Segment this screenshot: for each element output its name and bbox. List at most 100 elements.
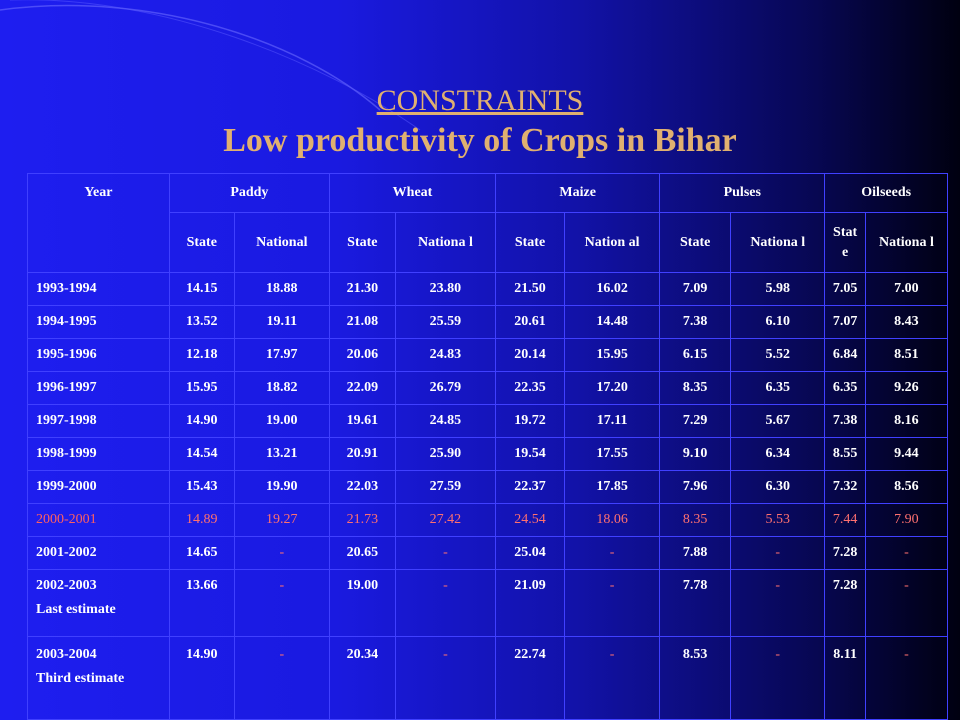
value-cell: 7.29 xyxy=(659,404,732,438)
value-cell: 9.44 xyxy=(864,437,949,471)
table-row: 1994-1995 13.52 19.11 21.08 25.59 20.61 14.48 7… xyxy=(27,305,949,339)
value-cell: 25.59 xyxy=(394,305,497,339)
value-cell: 19.00 xyxy=(328,569,396,637)
subheader-cell: Nation al xyxy=(563,212,661,273)
table-row: 2000-2001 14.89 19.27 21.73 27.42 24.54 18.06 8… xyxy=(27,503,949,537)
value-cell: 21.50 xyxy=(495,272,565,306)
subheader-cell: Stat e xyxy=(824,212,866,273)
table-row: 2003-2004 Third estimate 14.90-20.34-22.74… xyxy=(27,636,949,720)
value-cell: 7.09 xyxy=(659,272,732,306)
value-cell: 25.04 xyxy=(495,536,565,570)
value-cell: 5.67 xyxy=(730,404,826,438)
value-cell: 14.48 xyxy=(563,305,661,339)
year-label: 2001-2002 xyxy=(36,545,97,560)
value-cell: - xyxy=(233,636,330,720)
value-cell: 19.90 xyxy=(233,470,330,504)
value-cell: - xyxy=(394,569,497,637)
value-cell: 7.38 xyxy=(659,305,732,339)
value-cell: 19.61 xyxy=(328,404,396,438)
value-cell: 20.06 xyxy=(328,338,396,372)
value-cell: 8.35 xyxy=(659,371,732,405)
table-row: 1993-1994 14.15 18.88 21.30 23.80 21.50 16.02 7… xyxy=(27,272,949,306)
value-cell: 7.78 xyxy=(659,569,732,637)
value-cell: 22.03 xyxy=(328,470,396,504)
value-cell: 13.52 xyxy=(168,305,235,339)
value-cell: 12.18 xyxy=(168,338,235,372)
subheader-cell: Nationa l xyxy=(864,212,949,273)
table-row: 1999-2000 15.43 19.90 22.03 27.59 22.37 17.85 7… xyxy=(27,470,949,504)
value-cell: 14.65 xyxy=(168,536,235,570)
value-cell: 13.66 xyxy=(168,569,235,637)
value-cell: 8.11 xyxy=(824,636,866,720)
slide-title: CONSTRAINTS xyxy=(376,84,584,117)
year-label: 1999-2000 xyxy=(36,479,97,494)
table-row: 1995-1996 12.18 17.97 20.06 24.83 20.14 15.95 6… xyxy=(27,338,949,372)
value-cell: 15.43 xyxy=(168,470,235,504)
table-row: 1998-1999 14.54 13.21 20.91 25.90 19.54 17.55 9… xyxy=(27,437,949,471)
value-cell: 8.51 xyxy=(864,338,949,372)
year-cell: 1997-1998 xyxy=(27,404,170,438)
value-cell: 14.89 xyxy=(168,503,235,537)
year-cell: 1993-1994 xyxy=(27,272,170,306)
value-cell: - xyxy=(864,536,949,570)
value-cell: 15.95 xyxy=(168,371,235,405)
value-cell: 7.32 xyxy=(824,470,866,504)
value-cell: 7.28 xyxy=(824,536,866,570)
year-label: 1995-1996 xyxy=(36,347,97,362)
header-row-sub: State National State Nationa l State Nat… xyxy=(28,212,949,273)
value-cell: 5.52 xyxy=(730,338,826,372)
value-cell: 21.30 xyxy=(328,272,396,306)
value-cell: 19.00 xyxy=(233,404,330,438)
value-cell: 8.56 xyxy=(864,470,949,504)
value-cell: 6.15 xyxy=(659,338,732,372)
value-cell: 7.05 xyxy=(824,272,866,306)
value-cell: 18.06 xyxy=(563,503,661,537)
subheader-cell: Nationa l xyxy=(730,212,826,273)
subheader-cell: State xyxy=(659,212,732,273)
value-cell: 22.37 xyxy=(495,470,565,504)
year-cell: 2002-2003 Last estimate xyxy=(27,569,170,637)
value-cell: - xyxy=(394,536,497,570)
value-cell: 24.83 xyxy=(394,338,497,372)
value-cell: 8.43 xyxy=(864,305,949,339)
crop-header-maize: Maize xyxy=(495,173,661,213)
value-cell: 8.16 xyxy=(864,404,949,438)
value-cell: 7.07 xyxy=(824,305,866,339)
title-block: CONSTRAINTS Low productivity of Crops in… xyxy=(0,82,960,162)
year-label: 1994-1995 xyxy=(36,314,97,329)
value-cell: 14.54 xyxy=(168,437,235,471)
crop-header-wheat: Wheat xyxy=(328,173,497,213)
value-cell: - xyxy=(563,569,661,637)
value-cell: - xyxy=(730,536,826,570)
table-row: 1996-1997 15.95 18.82 22.09 26.79 22.35 17.20 8… xyxy=(27,371,949,405)
value-cell: 26.79 xyxy=(394,371,497,405)
value-cell: 6.10 xyxy=(730,305,826,339)
value-cell: 7.90 xyxy=(864,503,949,537)
year-label: 1997-1998 xyxy=(36,413,97,428)
subheader-cell: State xyxy=(328,212,396,273)
value-cell: 19.72 xyxy=(495,404,565,438)
value-cell: 9.26 xyxy=(864,371,949,405)
value-cell: 19.27 xyxy=(233,503,330,537)
value-cell: 6.84 xyxy=(824,338,866,372)
value-cell: 16.02 xyxy=(563,272,661,306)
value-cell: 6.35 xyxy=(824,371,866,405)
value-cell: 22.35 xyxy=(495,371,565,405)
value-cell: 20.34 xyxy=(328,636,396,720)
year-label: 1996-1997 xyxy=(36,380,97,395)
value-cell: 17.55 xyxy=(563,437,661,471)
value-cell: 7.88 xyxy=(659,536,732,570)
year-note: Third estimate xyxy=(36,671,125,686)
year-cell: 2001-2002 xyxy=(27,536,170,570)
productivity-table: Year Paddy Wheat Maize Pulses Oilseeds S… xyxy=(27,173,949,720)
value-cell: 8.53 xyxy=(659,636,732,720)
value-cell: 14.90 xyxy=(168,404,235,438)
value-cell: - xyxy=(563,536,661,570)
value-cell: 19.54 xyxy=(495,437,565,471)
value-cell: 7.44 xyxy=(824,503,866,537)
table-body: 1993-1994 14.15 18.88 21.30 23.80 21.50 16.02 7… xyxy=(27,272,949,720)
year-cell: 1999-2000 xyxy=(27,470,170,504)
table-row: 2001-2002 14.65-20.65-25.04-7.88-7.28- xyxy=(27,536,949,570)
value-cell: 5.98 xyxy=(730,272,826,306)
value-cell: 17.85 xyxy=(563,470,661,504)
